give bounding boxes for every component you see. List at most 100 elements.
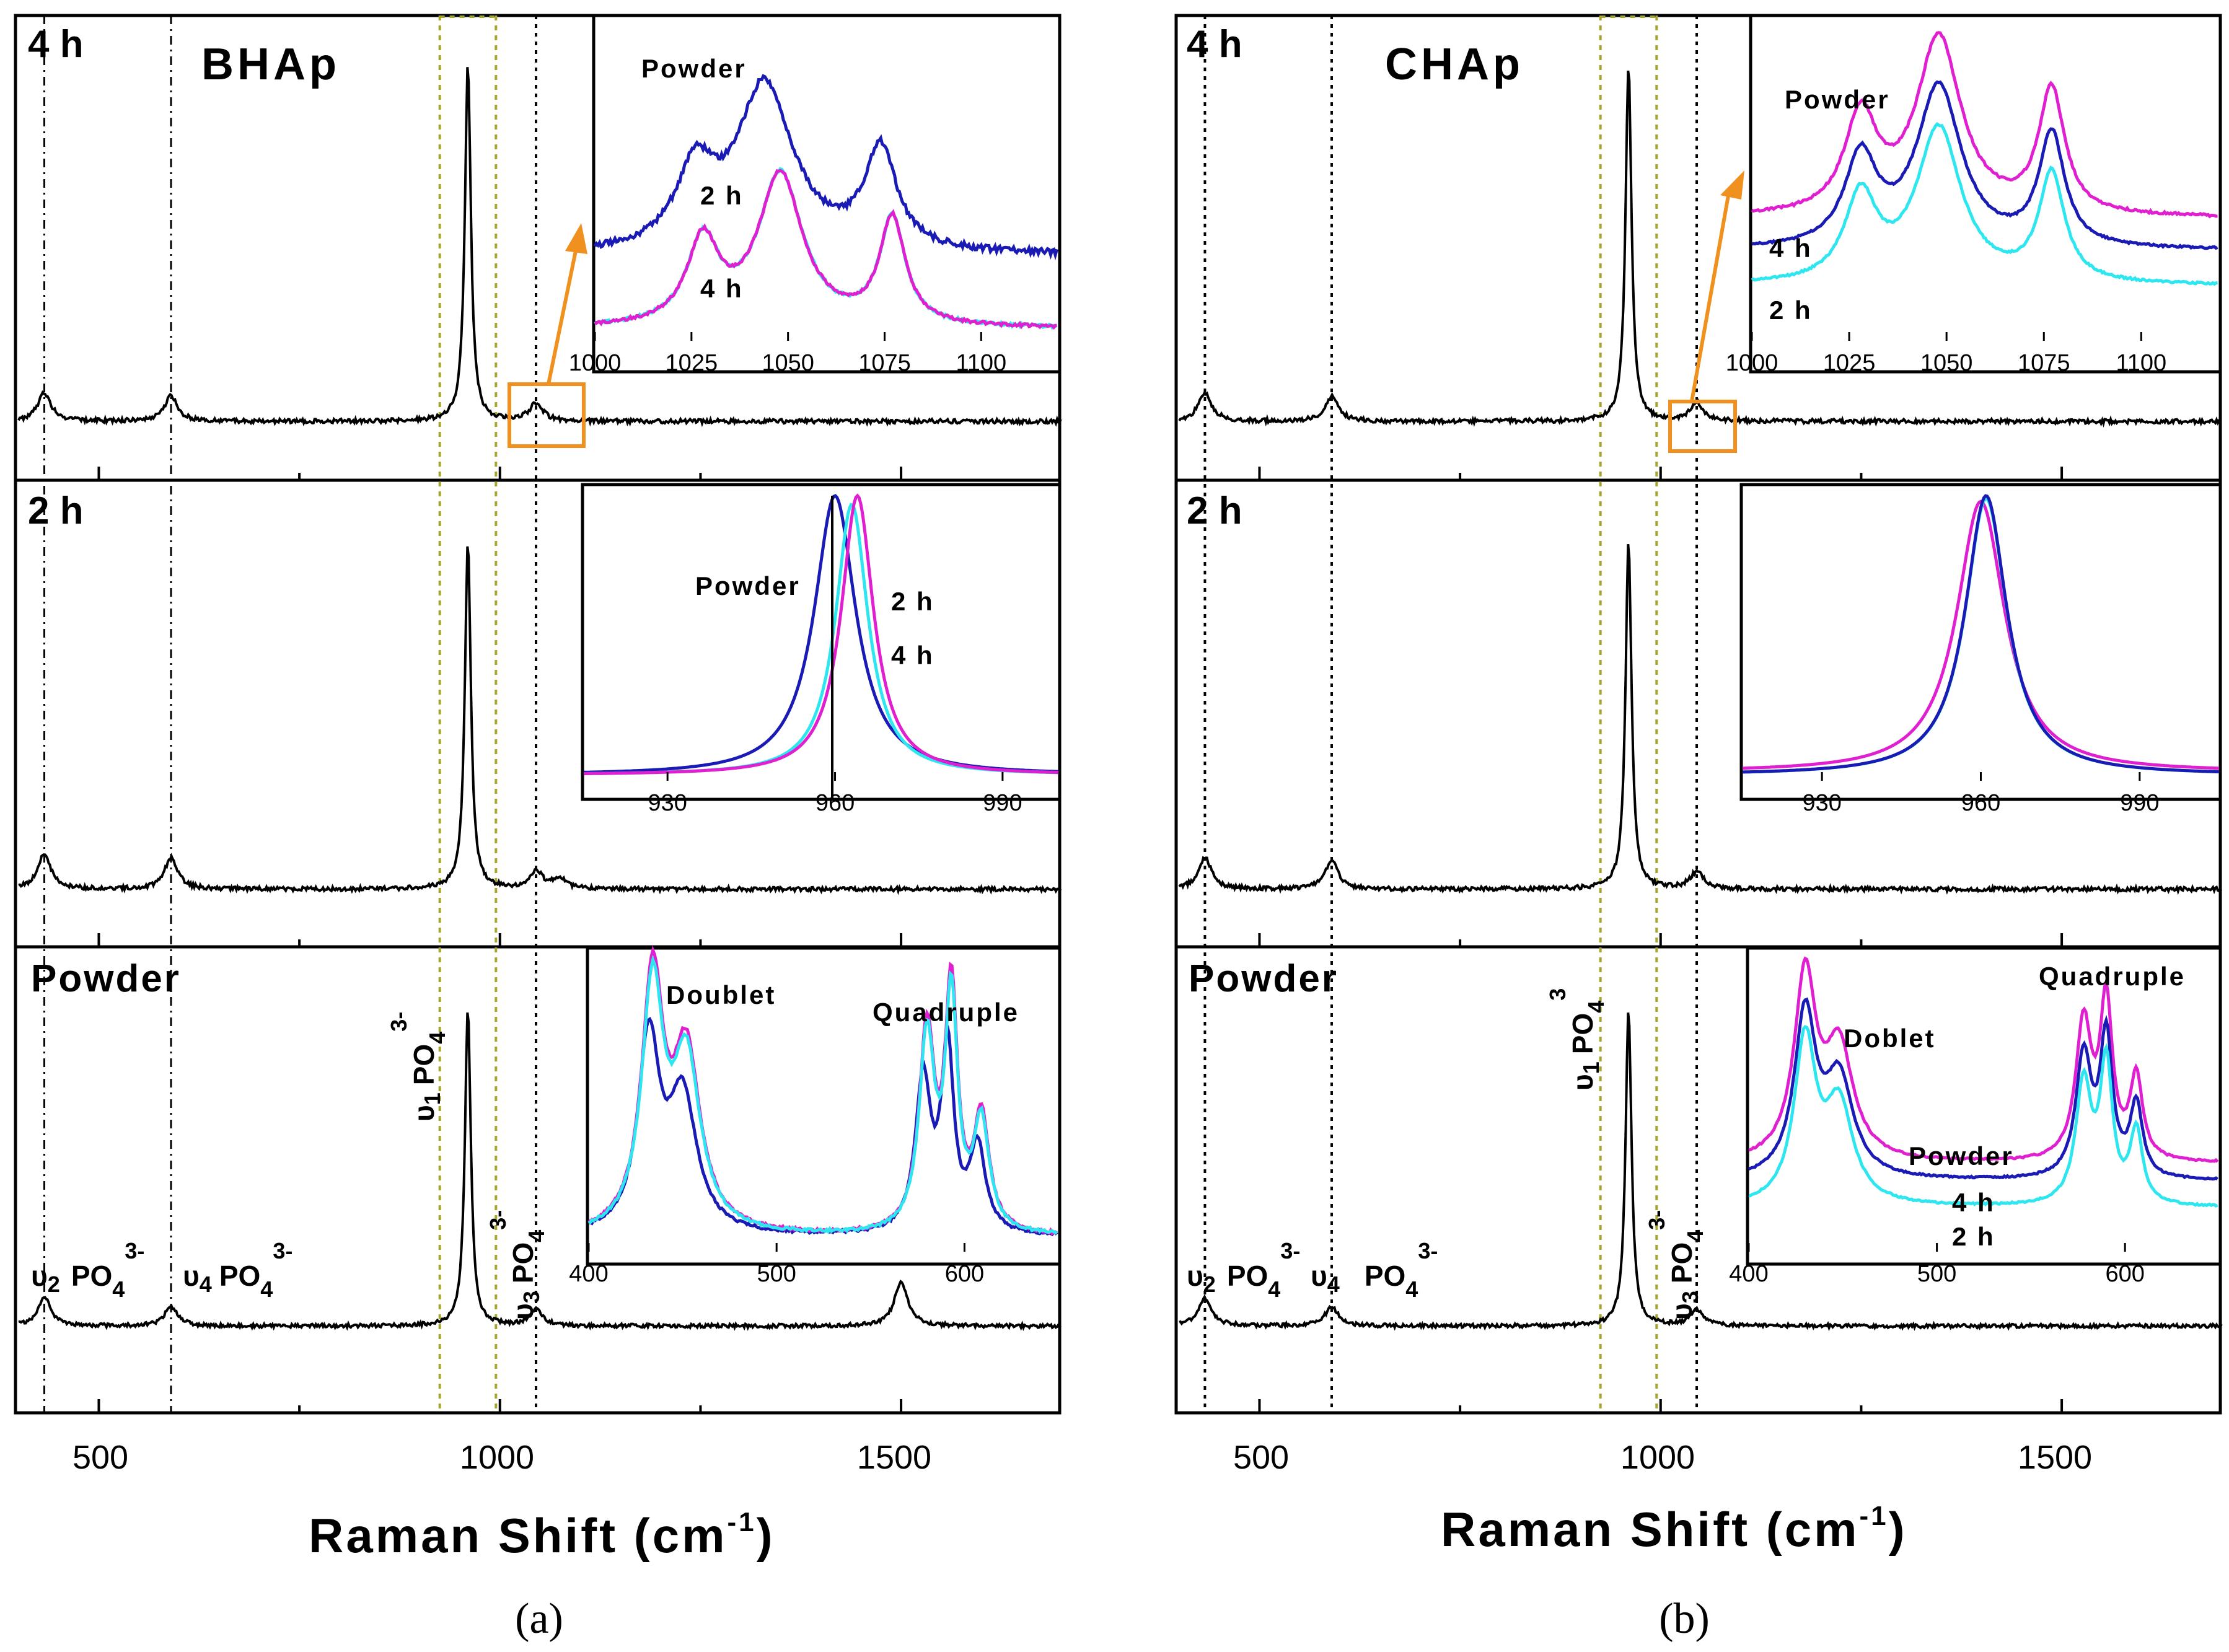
inset-curve-4h [584, 493, 1059, 775]
inset-curve-4h [1751, 80, 2218, 250]
inset-tick-label: 500 [1917, 1261, 1956, 1287]
panel-b-inset-top: 1000 1025 1050 1075 1100 Powder 4 h 2 h [1726, 14, 2222, 376]
inset-tick-label: 400 [569, 1261, 608, 1287]
panel-a-band-v2: υ2 PO43- [31, 1238, 144, 1302]
inset-curve-powder [1751, 31, 2218, 219]
panel-b-inset-mid: 930 960 990 [1739, 483, 2222, 816]
panel-b-title: CHAp [1385, 40, 1524, 89]
spectrum-4h [1178, 70, 2222, 428]
inset-curve-powder [1742, 499, 2220, 770]
inset-curve-4h [1748, 997, 2218, 1181]
panel-a-label-powder: Powder [31, 957, 181, 1000]
panel-a-inset-bot: 400 500 600 Doublet Quadruple [569, 945, 1062, 1287]
inset-label-quadruple: Quadruple [2039, 962, 2186, 991]
svg-text:υ3PO43-: υ3PO43- [1644, 1210, 1708, 1320]
panel-a-xlabel: Raman Shift (cm-1) [309, 1507, 775, 1563]
panel-a-caption: (a) [515, 1595, 563, 1643]
panel-b-label-4h: 4 h [1187, 23, 1242, 66]
panel-b-band-v4: υ4 PO43- [1311, 1238, 1438, 1302]
inset-tick-label: 1050 [762, 350, 814, 376]
inset-tick-label: 1100 [956, 350, 1006, 376]
inset-curve-powder [1748, 956, 2219, 1163]
svg-text:υ1PO43-: υ1PO43- [386, 1012, 450, 1122]
panel-a-spectra [17, 67, 1062, 1332]
panel-b-inset-bot: 400 500 600 Doblet Quadruple Powder 4 h 2 h [1729, 946, 2222, 1287]
panel-b-spectra [1178, 70, 2223, 1332]
panel-a-label-4h: 4 h [28, 23, 84, 66]
inset-label-doblet: Doblet [1844, 1024, 1936, 1053]
inset-label-2h: 2 h [891, 587, 934, 616]
panel-a-label-2h: 2 h [28, 490, 84, 532]
panel-a-inset-top: 1000 1025 1050 1075 1100 Powder 2 h 4 h [569, 14, 1062, 376]
panel-b-caption: (b) [1659, 1595, 1710, 1643]
inset-label-4h: 4 h [700, 274, 744, 303]
panel-a-band-v3: υ3PO43- [485, 1210, 549, 1320]
inset-tick-label: 600 [2105, 1261, 2144, 1287]
inset-tick-label: 1025 [666, 350, 718, 376]
panel-a-xtick-500: 500 [73, 1439, 128, 1476]
panel-b-markers [1203, 15, 1699, 1413]
inset-tick-label: 1025 [1823, 350, 1876, 376]
inset-tick-label: 1075 [858, 350, 911, 376]
svg-text:υ1PO43: υ1PO43 [1545, 988, 1609, 1091]
inset-label-powder: Powder [695, 571, 801, 600]
inset-label-powder: Powder [641, 54, 747, 83]
inset-tick-label: 1075 [2018, 350, 2070, 376]
inset-tick-label: 960 [1961, 790, 2000, 816]
spectrum-4h [17, 67, 1062, 428]
spectrum-2h [18, 546, 1062, 895]
inset-curve-4h [1743, 494, 2220, 774]
spectrum-Powder [18, 1012, 1062, 1332]
panel-a: 4 h BHAp 2 h Powder 500 1000 1500 Raman … [14, 14, 1062, 1643]
inset-tick-label: 990 [2120, 790, 2159, 816]
panel-b: 4 h CHAp 2 h Powder 500 1000 1500 Raman … [1174, 14, 2223, 1643]
panel-a-zoom-box [508, 382, 586, 448]
panel-b-ticks [1258, 467, 2064, 1413]
panel-a-markers [43, 15, 538, 1413]
inset-label-4h: 4 h [1952, 1188, 1995, 1217]
inset-label-powder: Powder [1909, 1141, 2014, 1171]
svg-text:υ3PO43-: υ3PO43- [485, 1210, 549, 1320]
inset-label-4h: 4 h [891, 641, 934, 670]
panel-a-xtick-1500: 1500 [857, 1439, 931, 1476]
panel-a-xlabel-sup: -1 [727, 1507, 756, 1537]
inset-label-2h: 2 h [1769, 296, 1813, 325]
inset-label-powder: Powder [1785, 85, 1890, 114]
panel-b-xlabel-close: ) [1889, 1502, 1907, 1557]
panel-a-title: BHAp [201, 40, 340, 89]
inset-label-2h: 2 h [700, 181, 744, 210]
inset-curve-2h [1748, 1024, 2218, 1208]
inset-tick-label: 400 [1729, 1261, 1768, 1287]
panel-b-xtick-1000: 1000 [1620, 1439, 1695, 1476]
panel-b-xlabel: Raman Shift (cm-1) [1441, 1501, 1907, 1557]
spectrum-Powder [1179, 1013, 2223, 1332]
panel-b-zoom-arrowhead [1720, 170, 1744, 200]
inset-tick-label: 1050 [1920, 350, 1973, 376]
panel-b-xtick-1500: 1500 [2018, 1439, 2092, 1476]
spectrum-2h [1178, 544, 2223, 895]
panel-b-zoom-arrow [1690, 191, 1731, 402]
panel-a-xtick-1000: 1000 [460, 1439, 534, 1476]
inset-label-4h: 4 h [1769, 234, 1813, 263]
inset-tick-label: 1000 [569, 350, 622, 376]
inset-tick-label: 930 [648, 790, 687, 816]
panel-a-xlabel-main: Raman Shift (cm [309, 1508, 727, 1563]
inset-tick-label: 930 [1802, 790, 1841, 816]
panel-a-zoom-arrow [547, 247, 578, 385]
panel-a-band-v1: υ1PO43- [386, 1012, 450, 1122]
panel-b-band-v1: υ1PO43 [1545, 988, 1609, 1091]
inset-curve-2h [1751, 122, 2218, 286]
panel-b-label-powder: Powder [1189, 957, 1339, 1000]
panel-b-label-2h: 2 h [1187, 490, 1242, 532]
panel-b-xlabel-sup: -1 [1859, 1501, 1888, 1531]
inset-curve-2h [587, 954, 1058, 1235]
inset-tick-label: 500 [757, 1261, 796, 1287]
panel-b-band-v2: υ2 PO43- [1187, 1238, 1300, 1302]
inset-curve-4h [594, 169, 1057, 330]
panel-a-xlabel-close: ) [757, 1508, 775, 1563]
panel-b-zoom-box [1668, 400, 1737, 453]
